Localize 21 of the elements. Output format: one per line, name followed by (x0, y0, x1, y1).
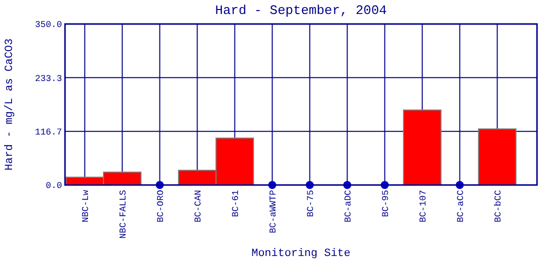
bar (478, 128, 516, 186)
y-tick-label: 233.3 (34, 74, 62, 84)
x-tick-label: BC-ORO (156, 190, 166, 222)
x-tick-label: BC-aWWTP (268, 190, 278, 234)
x-tick-label: NBC-FALLS (118, 190, 128, 239)
x-tick-label: BC-61 (230, 190, 241, 218)
x-tick-label: BC-aDC (343, 189, 354, 222)
x-tick-label: BC-75 (306, 190, 316, 218)
y-tick-label: 0.0 (46, 181, 62, 192)
chart-title: Hard - September, 2004 (215, 3, 388, 18)
x-tick-label: BC-CAN (193, 190, 204, 222)
y-tick-label: 116.7 (34, 127, 62, 138)
x-axis-title: Monitoring Site (251, 248, 351, 260)
y-tick-label: 350.0 (34, 20, 62, 30)
x-tick-label: BC-95 (380, 190, 391, 218)
x-tick-label: BC-107 (418, 190, 428, 222)
x-tick-label: BC-aCC (456, 189, 466, 222)
x-tick-label: BC-bCC (493, 189, 504, 222)
x-tick-label: NBC-Lw (80, 189, 91, 222)
y-axis-title: Hard - mg/L as CaCO3 (4, 38, 16, 171)
bar (403, 110, 442, 186)
